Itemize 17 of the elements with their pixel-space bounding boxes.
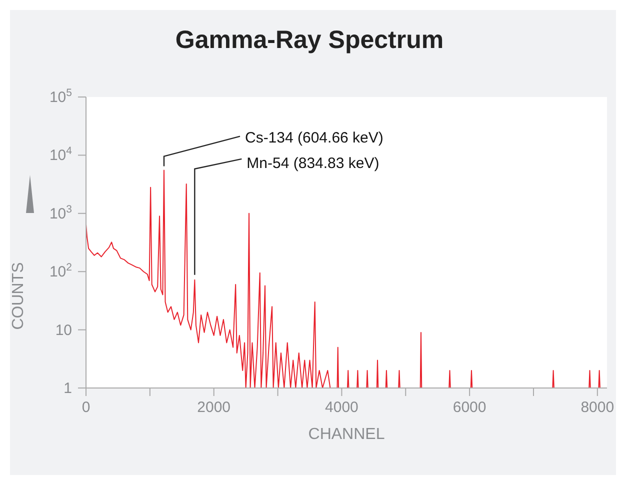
y-tick-label: 10$^{4}$ (49, 145, 72, 164)
y-tick-label: 10$^{3}$ (49, 203, 72, 222)
y-axis-title: COUNTS (10, 262, 28, 330)
y-tick-label: 10$^{2}$ (49, 262, 72, 281)
x-axis-title: CHANNEL (307, 426, 386, 444)
chart-title: Gamma-Ray Spectrum (174, 26, 445, 55)
line-series (86, 170, 600, 388)
x-tick-label: 0 (82, 399, 90, 416)
x-tick-label: 6000 (452, 399, 486, 416)
y-tick-label: 10$^{5}$ (49, 87, 72, 106)
x-tick-label: 2000 (197, 399, 231, 416)
annotation: Mn-54 (834.83 keV) (246, 154, 380, 172)
x-tick-label: 4000 (325, 399, 358, 416)
x-tick-label: 8000 (580, 399, 614, 416)
y-tick-label: 10 (55, 322, 72, 339)
y-tick-label: 1 (64, 380, 72, 397)
annotation: Cs-134 (604.66 keV) (244, 129, 384, 146)
